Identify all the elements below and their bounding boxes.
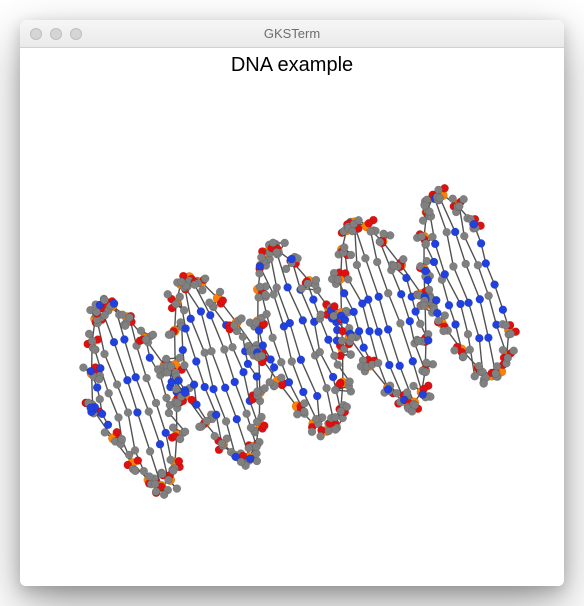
- minimize-icon[interactable]: [50, 28, 62, 40]
- molecule-render: [20, 80, 564, 586]
- content-area: DNA example: [20, 48, 564, 586]
- molecule-viewport[interactable]: [20, 80, 564, 586]
- traffic-lights: [20, 28, 82, 40]
- application-window: GKSTerm DNA example: [20, 20, 564, 586]
- chart-title: DNA example: [20, 54, 564, 77]
- close-icon[interactable]: [30, 28, 42, 40]
- titlebar[interactable]: GKSTerm: [20, 20, 564, 48]
- window-title: GKSTerm: [20, 26, 564, 41]
- zoom-icon[interactable]: [70, 28, 82, 40]
